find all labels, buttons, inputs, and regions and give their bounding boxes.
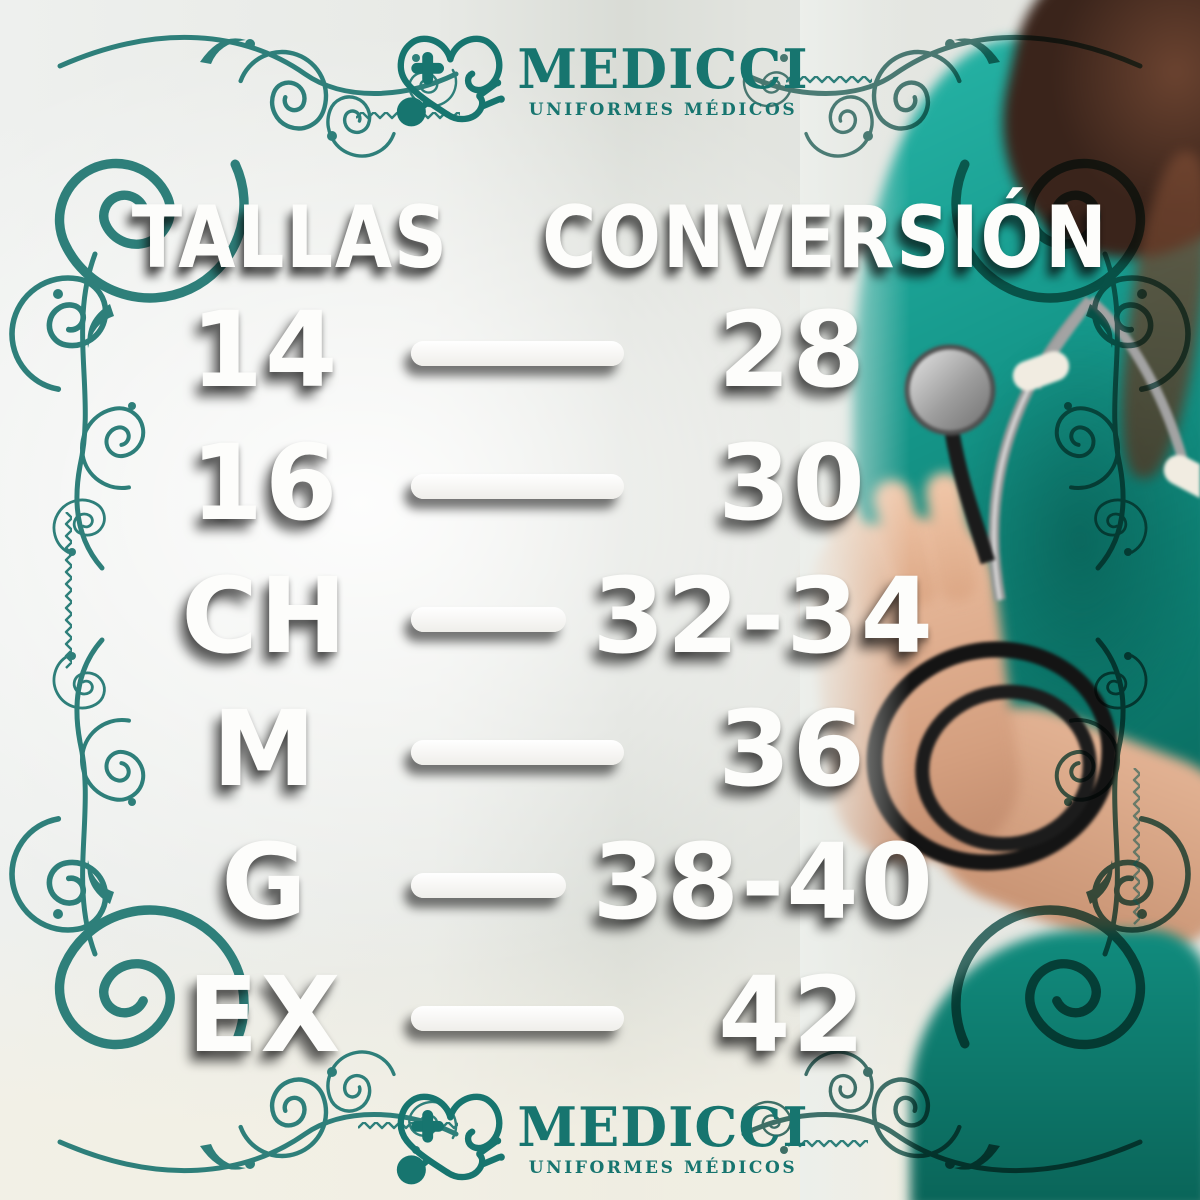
table-row: EX 42 (145, 948, 935, 1081)
heart-stethoscope-cross-icon (396, 1093, 505, 1185)
connector-line (411, 607, 567, 632)
size-conversion-table: 14 28 16 30 CH 32-34 M 36 G 38-40 EX 42 (145, 283, 935, 1081)
zigzag-line-left-edge (64, 512, 72, 670)
brand-name: MEDICCI (517, 37, 809, 101)
size-value: 14 (190, 288, 340, 411)
size-value: EX (187, 953, 343, 1076)
size-value: G (221, 820, 309, 943)
size-value: 16 (190, 421, 340, 544)
connector-line (411, 341, 624, 366)
table-header-row: TALLAS CONVERSIÓN (0, 192, 1200, 284)
medicci-logo-bottom: MEDICCI UNIFORMES MÉDICOS (391, 1086, 808, 1192)
column-header-tallas: TALLAS (131, 188, 449, 288)
medicci-logo-top: MEDICCI UNIFORMES MÉDICOS (391, 28, 808, 134)
size-value: CH (181, 554, 349, 677)
heart-stethoscope-cross-icon (396, 35, 505, 127)
connector-line (411, 740, 624, 765)
brand-tagline: UNIFORMES MÉDICOS (528, 100, 798, 120)
connector-line (411, 873, 567, 898)
table-row: CH 32-34 (145, 549, 935, 682)
conversion-value: 32-34 (592, 554, 935, 677)
conversion-value: 28 (718, 288, 867, 411)
column-header-conversion: CONVERSIÓN (541, 188, 1109, 288)
conversion-value: 30 (718, 421, 867, 544)
table-row: 14 28 (145, 283, 935, 416)
size-value: M (212, 687, 318, 810)
conversion-value: 42 (718, 953, 867, 1076)
zigzag-line-right-edge (1132, 768, 1140, 926)
connector-line (411, 1006, 624, 1031)
table-row: G 38-40 (145, 815, 935, 948)
connector-line (411, 474, 624, 499)
table-row: M 36 (145, 682, 935, 815)
brand-name: MEDICCI (517, 1095, 809, 1159)
conversion-value: 38-40 (592, 820, 935, 943)
conversion-value: 36 (718, 687, 867, 810)
brand-tagline: UNIFORMES MÉDICOS (528, 1158, 798, 1178)
table-row: 16 30 (145, 416, 935, 549)
